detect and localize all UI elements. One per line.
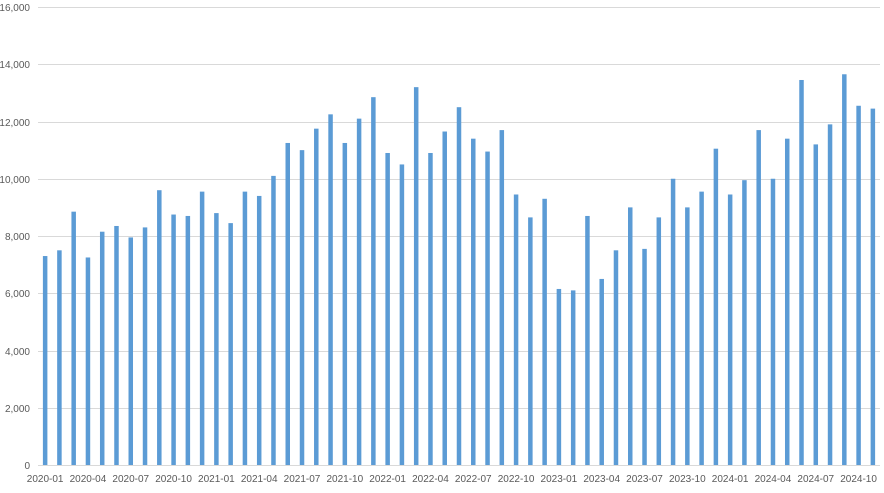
x-tick-label: 2023-04 bbox=[583, 474, 620, 485]
x-tick-label: 2023-07 bbox=[626, 474, 663, 485]
bar bbox=[385, 152, 390, 466]
bar bbox=[428, 152, 433, 466]
bar bbox=[799, 79, 804, 466]
bar bbox=[185, 215, 191, 465]
bar bbox=[128, 237, 134, 465]
y-tick-label: 16,000 bbox=[0, 3, 30, 14]
bar bbox=[114, 225, 119, 465]
x-tick-label: 2021-07 bbox=[284, 474, 321, 485]
x-tick-label: 2023-01 bbox=[541, 474, 578, 485]
x-tick-label: 2022-10 bbox=[498, 474, 535, 485]
bar bbox=[670, 178, 676, 465]
bar bbox=[599, 278, 604, 465]
x-tick-label: 2022-04 bbox=[412, 474, 449, 485]
bar bbox=[285, 142, 290, 465]
bars bbox=[42, 74, 876, 466]
bar bbox=[784, 138, 790, 465]
bar bbox=[256, 195, 262, 465]
x-axis-tick-labels: 2020-01 2020-04 2020-07 2020-10 2021-01 2021-… bbox=[27, 474, 878, 485]
bar bbox=[342, 142, 348, 465]
bar bbox=[214, 213, 219, 465]
bar bbox=[485, 151, 490, 465]
bar bbox=[642, 248, 647, 465]
bar bbox=[685, 207, 690, 466]
x-tick-label: 2020-07 bbox=[112, 474, 149, 485]
bar bbox=[413, 87, 419, 466]
bar bbox=[556, 288, 562, 465]
bar bbox=[456, 107, 462, 465]
y-axis-tick-labels: 0 2,000 4,000 6,000 8,000 10,000 12,000 14,000 1… bbox=[0, 3, 30, 472]
y-tick-label: 6,000 bbox=[5, 289, 30, 300]
bar bbox=[299, 150, 305, 466]
bar bbox=[328, 114, 333, 465]
bar bbox=[528, 217, 533, 465]
y-tick-label: 2,000 bbox=[5, 404, 30, 415]
x-tick-label: 2024-10 bbox=[840, 474, 877, 485]
x-tick-label: 2022-01 bbox=[369, 474, 406, 485]
bar bbox=[513, 194, 519, 466]
bar bbox=[756, 130, 761, 465]
x-tick-label: 2020-10 bbox=[155, 474, 192, 485]
bar bbox=[499, 130, 505, 465]
bar bbox=[842, 74, 847, 466]
bar bbox=[142, 227, 148, 465]
x-tick-label: 2024-01 bbox=[712, 474, 749, 485]
bar bbox=[856, 105, 861, 465]
x-tick-label: 2021-04 bbox=[241, 474, 278, 485]
bar bbox=[442, 131, 447, 465]
x-tick-label: 2021-01 bbox=[198, 474, 235, 485]
bar bbox=[85, 257, 91, 465]
bar bbox=[699, 191, 704, 465]
bar bbox=[727, 194, 733, 466]
bar bbox=[628, 207, 633, 466]
x-tick-label: 2021-10 bbox=[326, 474, 363, 485]
bar bbox=[742, 180, 747, 465]
bar bbox=[585, 215, 590, 465]
bar bbox=[827, 124, 833, 466]
bar bbox=[870, 108, 876, 466]
bar bbox=[713, 148, 719, 465]
bar bbox=[242, 191, 248, 465]
bar bbox=[42, 256, 48, 465]
bar bbox=[228, 223, 233, 465]
bar bbox=[813, 144, 819, 465]
y-tick-label: 8,000 bbox=[5, 232, 30, 243]
bar bbox=[71, 211, 76, 465]
bar bbox=[171, 214, 176, 465]
x-tick-label: 2020-01 bbox=[27, 474, 64, 485]
bar bbox=[371, 97, 376, 466]
y-tick-label: 0 bbox=[24, 461, 30, 472]
bar bbox=[157, 190, 162, 465]
x-tick-label: 2022-07 bbox=[455, 474, 492, 485]
bar bbox=[570, 290, 576, 465]
y-tick-label: 4,000 bbox=[5, 347, 30, 358]
bar bbox=[57, 250, 62, 465]
y-tick-label: 14,000 bbox=[0, 60, 30, 71]
bar bbox=[770, 178, 776, 465]
bar bbox=[471, 138, 476, 465]
bar bbox=[99, 231, 105, 465]
x-tick-label: 2024-04 bbox=[755, 474, 792, 485]
bar bbox=[271, 175, 276, 465]
bar bbox=[356, 118, 362, 465]
x-tick-label: 2024-07 bbox=[797, 474, 834, 485]
bar bbox=[314, 128, 319, 465]
bar bbox=[199, 191, 205, 465]
y-tick-label: 10,000 bbox=[0, 175, 30, 186]
bar bbox=[613, 250, 619, 465]
bar bbox=[656, 217, 662, 465]
bar bbox=[399, 164, 405, 465]
y-tick-label: 12,000 bbox=[0, 118, 30, 129]
x-tick-label: 2020-04 bbox=[70, 474, 107, 485]
x-tick-label: 2023-10 bbox=[669, 474, 706, 485]
bar bbox=[542, 198, 547, 466]
